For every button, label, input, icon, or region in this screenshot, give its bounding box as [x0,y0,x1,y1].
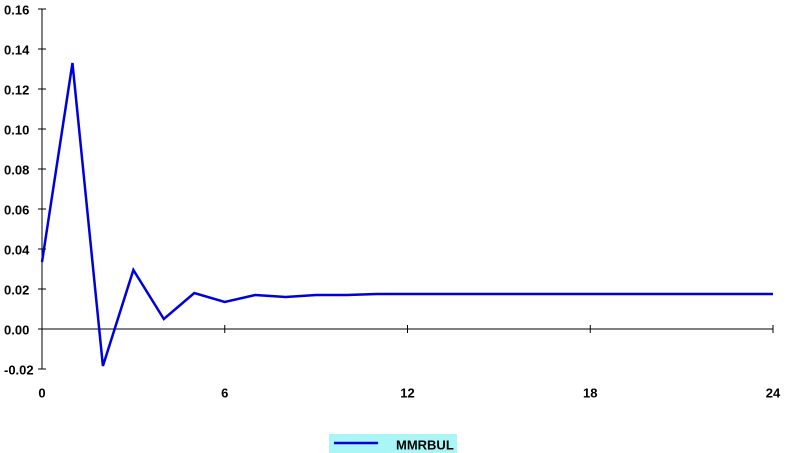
y-tick-label: 0.14 [4,42,30,57]
y-tick-label: 0.04 [4,242,30,257]
legend-label: MMRBUL [396,437,454,452]
y-tick-label: 0.02 [4,282,29,297]
x-tick-label: 6 [221,385,228,400]
y-tick-label: 0.12 [4,82,29,97]
x-tick-label: 12 [400,385,414,400]
y-tick-label: 0.00 [4,322,29,337]
y-tick-label: 0.08 [4,162,29,177]
x-tick-label: 18 [583,385,597,400]
line-series [40,62,773,367]
y-tick-label: 0.16 [4,2,29,17]
legend-box [329,434,457,453]
y-tick-label: -0.02 [4,362,34,377]
y-tick-label: 0.06 [4,202,29,217]
x-tick-label: 0 [38,385,45,400]
x-tick-label: 24 [766,385,781,400]
y-tick-label: 0.10 [4,122,29,137]
